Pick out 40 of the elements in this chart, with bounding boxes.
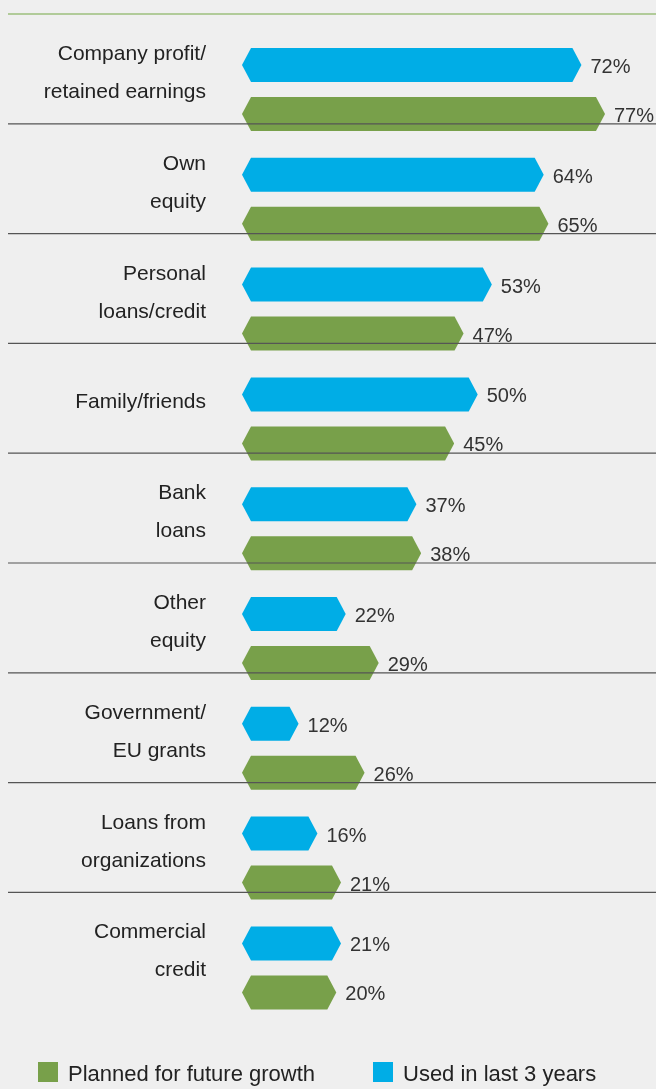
bar [242, 267, 492, 302]
bar [242, 157, 544, 192]
data-label: 38% [430, 543, 471, 566]
bar [242, 48, 582, 82]
data-label: 64% [552, 164, 593, 187]
y-tick-label: Company profit/ retained earnings [43, 40, 207, 102]
data-label: 72% [590, 55, 631, 77]
bar [242, 97, 605, 131]
data-label: 21% [350, 872, 391, 895]
bar [242, 316, 464, 351]
data-label: 47% [472, 323, 513, 346]
bar [242, 377, 478, 412]
bar [242, 646, 379, 680]
legend-label: Planned for future growth [68, 1061, 316, 1086]
legend-label: Used in last 3 years [403, 1061, 597, 1086]
y-tick-label: Personal loans/credit [98, 260, 207, 322]
data-label: 37% [425, 494, 466, 517]
data-label: 12% [307, 713, 348, 736]
y-tick-label: Government/ EU grants [84, 699, 207, 761]
data-label: 20% [345, 982, 386, 1005]
bar [242, 536, 422, 571]
data-label: 21% [350, 933, 391, 956]
data-label: 26% [373, 762, 414, 785]
y-tick-label: Commercial credit [93, 919, 207, 981]
y-tick-label: Other equity [149, 589, 207, 651]
data-label: 50% [486, 384, 527, 407]
y-tick-label: Bank loans [155, 480, 207, 542]
bar [242, 426, 455, 461]
y-tick-label: Own equity [149, 150, 207, 212]
bar [242, 487, 417, 522]
data-label: 77% [614, 104, 655, 126]
data-label: 45% [463, 433, 504, 456]
bar [242, 206, 549, 241]
data-label: 29% [387, 653, 428, 675]
data-label: 22% [354, 604, 395, 626]
data-label: 65% [557, 213, 598, 236]
data-label: 16% [326, 823, 367, 846]
data-label: 53% [500, 274, 542, 297]
y-tick-label: Family/friends [75, 389, 206, 413]
y-tick-label: Loans from organizations [81, 809, 206, 871]
